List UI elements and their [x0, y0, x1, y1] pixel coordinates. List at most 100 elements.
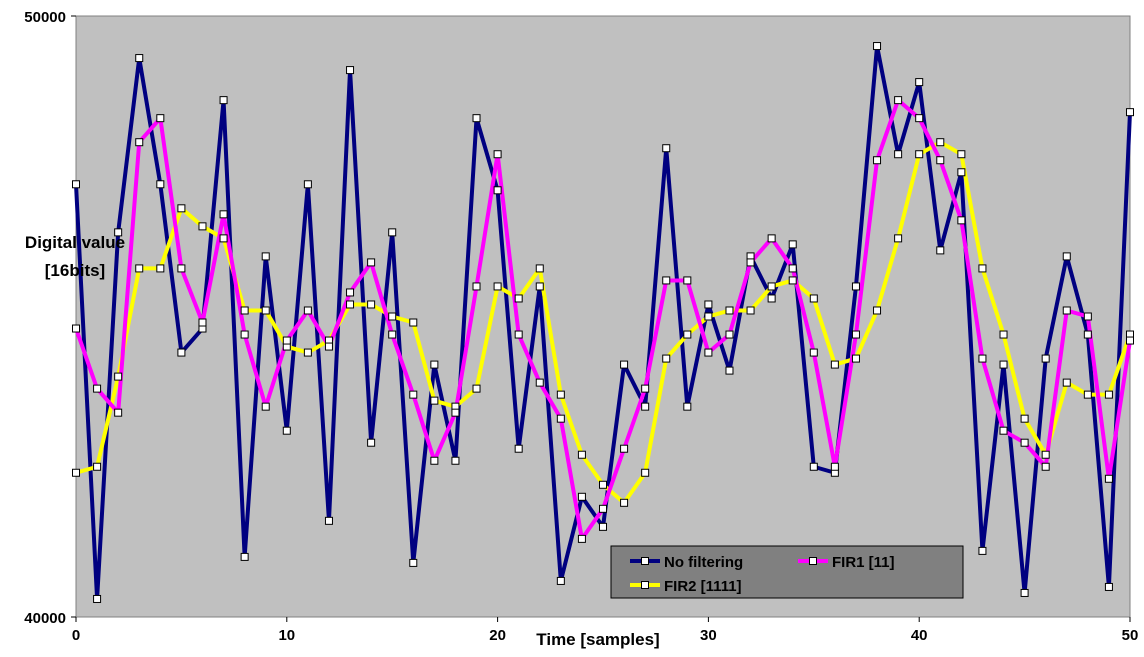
series-layer — [72, 42, 1134, 603]
x-tick-label: 0 — [72, 627, 80, 644]
data-point — [388, 228, 397, 237]
data-point — [809, 348, 818, 357]
data-point — [535, 282, 544, 291]
y-axis-title-line-1: Digital value — [25, 233, 125, 252]
legend-label: No filtering — [664, 554, 743, 571]
data-point — [1126, 336, 1134, 345]
data-point — [240, 330, 249, 339]
data-point — [1020, 588, 1029, 597]
data-point — [177, 348, 186, 357]
x-tick-label: 40 — [911, 627, 928, 644]
data-point — [641, 384, 650, 393]
data-point — [219, 96, 228, 105]
x-axis-ticks: 0 10 20 30 40 50 — [72, 617, 1138, 644]
data-point — [324, 342, 333, 351]
x-tick-label: 10 — [278, 627, 295, 644]
data-point — [156, 180, 165, 189]
data-point — [1104, 474, 1113, 483]
x-axis-title: Time [samples] — [536, 630, 659, 649]
y-tick-label: 50000 — [24, 9, 66, 26]
data-point — [535, 264, 544, 273]
data-point — [1083, 390, 1092, 399]
data-point — [367, 300, 376, 309]
data-point — [388, 330, 397, 339]
data-point — [746, 306, 755, 315]
data-point — [177, 264, 186, 273]
data-point — [388, 312, 397, 321]
data-point — [1041, 354, 1050, 363]
data-point — [493, 150, 502, 159]
data-point — [577, 534, 586, 543]
legend: No filtering FIR1 [11] FIR2 [1111] — [610, 545, 964, 599]
data-point — [662, 144, 671, 153]
data-point — [767, 294, 776, 303]
data-point — [683, 330, 692, 339]
data-point — [599, 480, 607, 489]
data-point — [240, 306, 249, 315]
data-point — [788, 264, 797, 273]
data-point — [662, 354, 671, 363]
data-point — [830, 360, 839, 369]
data-point — [430, 396, 439, 405]
data-point — [1062, 306, 1071, 315]
data-point — [93, 384, 102, 393]
data-point — [1020, 414, 1029, 423]
data-point — [282, 336, 291, 345]
data-point — [409, 318, 418, 327]
data-point — [1062, 378, 1071, 387]
data-point — [894, 96, 903, 105]
y-axis-ticks: 40000 50000 — [24, 9, 76, 627]
data-point — [556, 414, 565, 423]
data-point — [915, 114, 924, 123]
data-point — [915, 150, 924, 159]
data-point — [451, 456, 460, 465]
data-point — [114, 408, 123, 417]
data-point — [303, 348, 312, 357]
data-point — [1126, 108, 1134, 117]
legend-label: FIR1 [11] — [832, 554, 895, 571]
data-point — [219, 234, 228, 243]
data-point — [1083, 330, 1092, 339]
data-point — [725, 366, 734, 375]
data-point — [957, 216, 966, 225]
data-point — [1104, 390, 1113, 399]
data-point — [957, 168, 966, 177]
data-point — [1041, 462, 1050, 471]
data-point — [641, 402, 650, 411]
data-point — [493, 186, 502, 195]
data-point — [725, 330, 734, 339]
data-point — [219, 210, 228, 219]
data-point — [704, 300, 713, 309]
data-point — [936, 246, 945, 255]
data-point — [873, 306, 882, 315]
legend-marker — [641, 557, 649, 565]
data-point — [577, 492, 586, 501]
data-point — [704, 348, 713, 357]
data-point — [346, 288, 355, 297]
data-point — [999, 330, 1008, 339]
data-point — [556, 576, 565, 585]
data-point — [577, 450, 586, 459]
data-point — [93, 594, 102, 603]
data-point — [535, 378, 544, 387]
data-point — [746, 258, 755, 267]
legend-marker — [641, 581, 649, 589]
data-point — [873, 42, 882, 51]
data-point — [135, 54, 144, 63]
data-point — [514, 444, 523, 453]
data-point — [409, 390, 418, 399]
data-point — [367, 258, 376, 267]
data-point — [936, 156, 945, 165]
data-point — [156, 264, 165, 273]
data-point — [261, 306, 270, 315]
data-point — [620, 360, 629, 369]
data-point — [809, 462, 818, 471]
data-point — [599, 522, 607, 531]
data-point — [135, 138, 144, 147]
data-point — [620, 444, 629, 453]
data-point — [788, 276, 797, 285]
data-point — [1041, 450, 1050, 459]
data-point — [240, 552, 249, 561]
data-point — [346, 300, 355, 309]
